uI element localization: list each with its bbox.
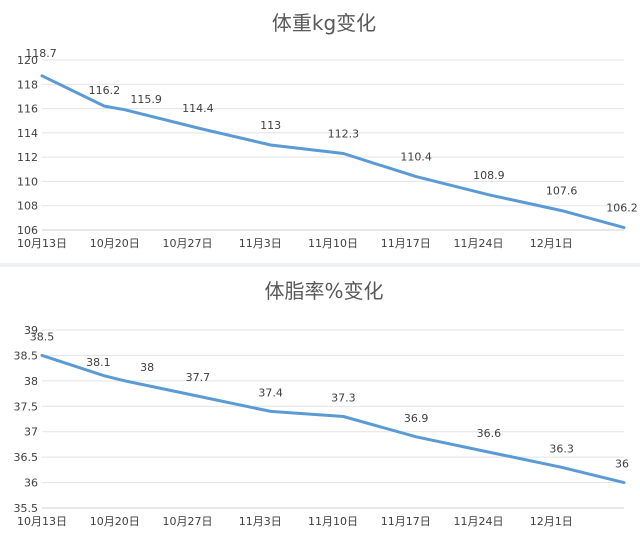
x-tick-label: 11月17日 <box>381 515 431 528</box>
y-tick-label: 108 <box>17 200 38 213</box>
x-tick-label: 10月27日 <box>163 515 213 528</box>
y-tick-label: 35.5 <box>14 502 39 515</box>
x-tick-label: 11月10日 <box>308 515 358 528</box>
data-label: 112.3 <box>328 128 360 141</box>
x-tick-label: 11月24日 <box>454 515 504 528</box>
x-tick-label: 11月10日 <box>308 237 358 250</box>
y-tick-label: 112 <box>17 151 38 164</box>
x-tick-label: 12月1日 <box>530 515 573 528</box>
data-label: 114.4 <box>182 102 214 115</box>
series-line <box>40 74 626 230</box>
body-fat-chart-title: 体脂率%变化 <box>264 279 383 303</box>
data-label: 115.9 <box>130 93 162 106</box>
weight-chart-title: 体重kg变化 <box>272 11 376 35</box>
data-label: 38.5 <box>30 330 55 343</box>
y-tick-label: 38.5 <box>14 349 39 362</box>
x-tick-label: 10月13日 <box>17 515 67 528</box>
y-tick-label: 114 <box>17 127 38 140</box>
x-tick-label: 11月3日 <box>239 237 282 250</box>
panel-divider <box>0 263 640 267</box>
y-tick-label: 110 <box>17 175 38 188</box>
data-label: 38 <box>140 361 154 374</box>
y-tick-label: 39 <box>24 324 38 337</box>
data-label: 38.1 <box>86 356 111 369</box>
data-label: 108.9 <box>473 169 505 182</box>
data-label: 116.2 <box>89 84 121 97</box>
data-label: 113 <box>260 119 281 132</box>
data-label: 110.4 <box>400 151 432 164</box>
data-label: 36.9 <box>404 412 429 425</box>
y-tick-label: 118 <box>17 78 38 91</box>
y-tick-label: 36 <box>24 477 38 490</box>
data-label: 36.6 <box>477 427 502 440</box>
y-tick-label: 116 <box>17 103 38 116</box>
data-label: 37.3 <box>331 391 356 404</box>
x-tick-label: 10月20日 <box>90 237 140 250</box>
y-tick-label: 38 <box>24 375 38 388</box>
weight-chart-panel: 体重kg变化 106 108 110 112 114 116 118 120 10月13日 10月… <box>0 0 640 262</box>
y-tick-label: 106 <box>17 224 38 237</box>
x-tick-label: 11月3日 <box>239 515 282 528</box>
data-label: 118.7 <box>25 47 57 60</box>
x-tick-label: 10月13日 <box>17 237 67 250</box>
weight-chart: 体重kg变化 106 108 110 112 114 116 118 120 10月13日 10月… <box>17 11 638 250</box>
y-tick-label: 37 <box>24 426 38 439</box>
data-label: 106.2 <box>606 202 638 215</box>
x-tick-label: 10月27日 <box>163 237 213 250</box>
data-label: 36 <box>615 458 629 471</box>
y-tick-label: 120 <box>17 54 38 67</box>
x-tick-label: 11月24日 <box>454 237 504 250</box>
body-fat-chart-panel: 体脂率%变化 35.5 36 36.5 37 37.5 38 38.5 39 10月13日 10月… <box>0 268 640 540</box>
y-tick-label: 36.5 <box>14 451 39 464</box>
y-tick-label: 37.5 <box>14 400 39 413</box>
data-label: 37.7 <box>186 371 211 384</box>
x-tick-label: 11月17日 <box>381 237 431 250</box>
x-tick-label: 10月20日 <box>90 515 140 528</box>
data-label: 37.4 <box>258 386 283 399</box>
data-label: 107.6 <box>546 185 578 198</box>
series-line <box>40 353 626 485</box>
data-label: 36.3 <box>549 442 574 455</box>
x-tick-label: 12月1日 <box>530 237 573 250</box>
